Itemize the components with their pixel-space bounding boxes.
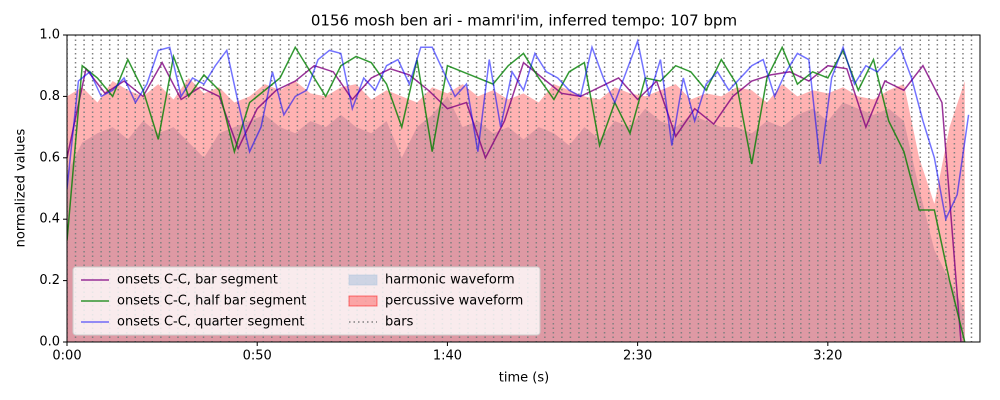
y-tick-label: 0.2 [39, 273, 60, 288]
y-tick-label: 0.6 [39, 150, 60, 165]
x-axis-label: time (s) [499, 371, 549, 386]
legend-label: harmonic waveform [385, 273, 515, 288]
y-tick-label: 1.0 [39, 28, 60, 43]
x-tick-label: 2:30 [623, 349, 652, 364]
legend-swatch [348, 274, 378, 286]
x-tick-label: 3:20 [813, 349, 842, 364]
legend-swatch [348, 295, 378, 307]
y-axis-label: normalized values [14, 128, 29, 247]
legend-box [72, 266, 541, 336]
plot-frame [66, 34, 981, 343]
legend-label: onsets C-C, half bar segment [117, 294, 306, 309]
legend-label: onsets C-C, quarter segment [117, 315, 304, 330]
x-tick-label: 1:40 [433, 349, 462, 364]
legend-label: onsets C-C, bar segment [117, 273, 278, 288]
legend-label: bars [385, 315, 414, 330]
chart-title: 0156 mosh ben ari - mamri'im, inferred t… [311, 12, 737, 30]
x-tick-label: 0:50 [243, 349, 272, 364]
y-tick-label: 0.8 [39, 89, 60, 104]
legend: onsets C-C, bar segment onsets C-C, half … [72, 266, 541, 336]
legend-label: percussive waveform [385, 294, 523, 309]
onset-line [67, 61, 962, 342]
onset-line [67, 38, 970, 222]
x-tick-label: 0:00 [52, 349, 81, 364]
y-tick-label: 0.4 [39, 212, 60, 227]
onset-line [67, 45, 966, 342]
y-tick-label: 0.0 [39, 335, 60, 350]
